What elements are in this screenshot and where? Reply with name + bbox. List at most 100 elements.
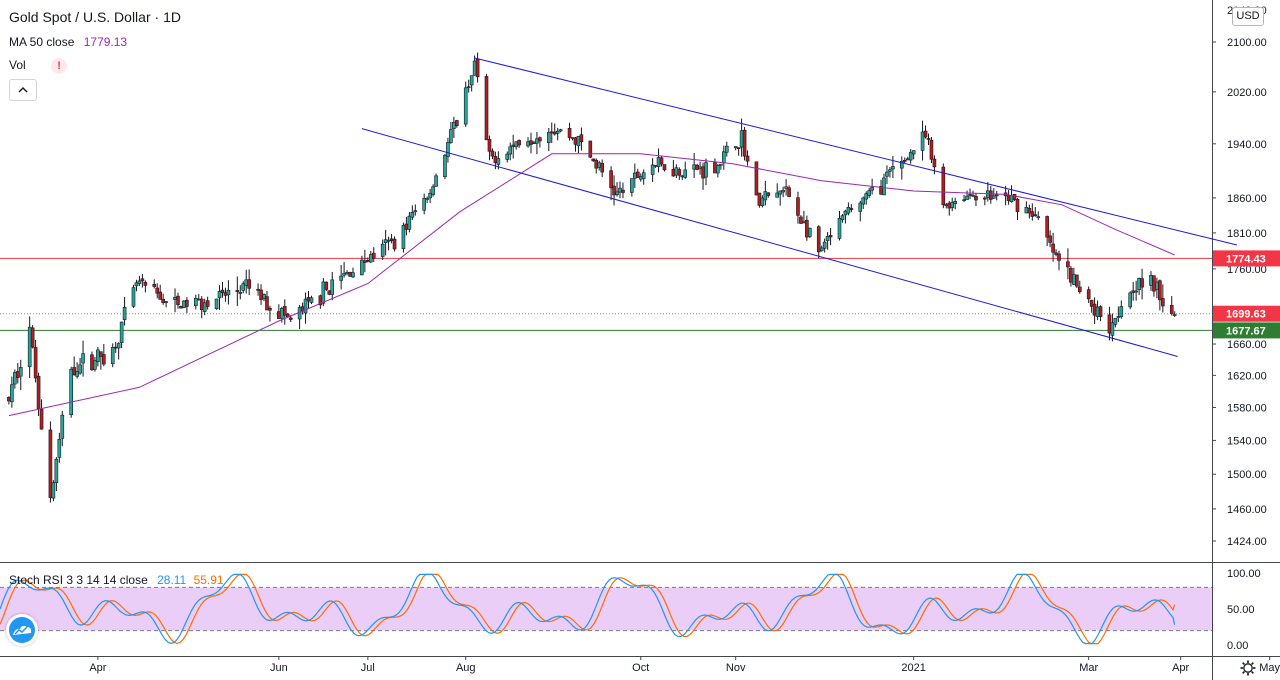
candle-body[interactable] <box>1033 214 1038 216</box>
candle-body[interactable] <box>10 384 14 403</box>
candle-body[interactable] <box>309 297 314 303</box>
candle-body[interactable] <box>1066 261 1070 268</box>
candle-body[interactable] <box>57 439 62 458</box>
candle-body[interactable] <box>532 142 536 144</box>
candle-body[interactable] <box>51 482 56 499</box>
candle-body[interactable] <box>983 197 987 200</box>
candle-body[interactable] <box>659 157 664 165</box>
candle-body[interactable] <box>1075 274 1079 287</box>
candle-body[interactable] <box>1158 280 1162 301</box>
candle-body[interactable] <box>594 159 599 169</box>
candle-body[interactable] <box>612 185 616 196</box>
candle-body[interactable] <box>472 60 477 76</box>
candle-body[interactable] <box>297 307 302 320</box>
candle-body[interactable] <box>1113 318 1118 325</box>
candle-body[interactable] <box>867 190 871 196</box>
candle-body[interactable] <box>158 291 162 300</box>
candle-body[interactable] <box>425 198 429 200</box>
candle-body[interactable] <box>463 87 468 125</box>
candle-body[interactable] <box>247 279 251 289</box>
candle-body[interactable] <box>899 161 904 169</box>
candle-body[interactable] <box>680 175 685 178</box>
candle-body[interactable] <box>662 164 667 171</box>
candle-body[interactable] <box>1030 211 1035 217</box>
candle-body[interactable] <box>306 297 311 302</box>
candle-body[interactable] <box>1069 267 1073 283</box>
candle-body[interactable] <box>288 317 293 320</box>
candle-body[interactable] <box>905 158 910 161</box>
candle-body[interactable] <box>653 165 658 167</box>
candle-body[interactable] <box>1140 278 1144 288</box>
candle-body[interactable] <box>760 197 765 206</box>
candle-body[interactable] <box>345 272 349 274</box>
candle-body[interactable] <box>549 131 554 134</box>
candle-body[interactable] <box>555 130 560 134</box>
candle-body[interactable] <box>514 141 518 148</box>
candle-body[interactable] <box>950 201 955 209</box>
candle-body[interactable] <box>214 298 219 310</box>
candle-body[interactable] <box>766 192 771 196</box>
candle-body[interactable] <box>366 260 370 262</box>
candle-body[interactable] <box>1024 206 1029 214</box>
candle-body[interactable] <box>443 154 447 178</box>
candle-body[interactable] <box>929 139 934 160</box>
candle-body[interactable] <box>1089 299 1094 307</box>
candle-body[interactable] <box>888 169 892 172</box>
candle-body[interactable] <box>861 197 866 205</box>
candle-body[interactable] <box>570 137 575 139</box>
candle-body[interactable] <box>600 162 604 173</box>
candle-body[interactable] <box>650 164 655 175</box>
candle-body[interactable] <box>39 408 44 430</box>
candle-body[interactable] <box>822 241 827 249</box>
candle-body[interactable] <box>238 292 243 294</box>
candle-body[interactable] <box>173 296 177 300</box>
candle-body[interactable] <box>1048 235 1052 243</box>
candle-body[interactable] <box>380 243 385 257</box>
candle-body[interactable] <box>422 197 426 211</box>
candle-body[interactable] <box>719 163 723 166</box>
candle-body[interactable] <box>742 129 747 157</box>
candle-body[interactable] <box>244 279 249 286</box>
candle-body[interactable] <box>579 134 584 142</box>
candle-body[interactable] <box>819 247 824 252</box>
candle-body[interactable] <box>193 297 198 306</box>
candle-body[interactable] <box>558 129 563 132</box>
candle-body[interactable] <box>351 272 355 278</box>
candle-body[interactable] <box>54 458 59 483</box>
trend-channel-line[interactable] <box>474 57 1238 246</box>
candle-body[interactable] <box>991 195 996 199</box>
candle-body[interactable] <box>805 219 809 238</box>
candle-body[interactable] <box>202 302 207 312</box>
candle-body[interactable] <box>475 58 480 78</box>
candle-body[interactable] <box>78 364 82 374</box>
candle-body[interactable] <box>407 215 412 230</box>
candle-body[interactable] <box>677 169 682 176</box>
candle-body[interactable] <box>781 189 785 193</box>
settings-button[interactable] <box>1238 658 1258 678</box>
candle-body[interactable] <box>256 289 260 291</box>
candle-body[interactable] <box>401 225 406 249</box>
candle-body[interactable] <box>778 190 782 195</box>
candle-body[interactable] <box>466 86 471 88</box>
trend-channel-line[interactable] <box>361 128 1178 357</box>
candle-body[interactable] <box>235 290 240 292</box>
candle-body[interactable] <box>1057 253 1061 261</box>
candle-body[interactable] <box>223 292 228 296</box>
candle-body[interactable] <box>674 167 679 176</box>
candle-body[interactable] <box>330 279 335 295</box>
candle-body[interactable] <box>217 291 222 299</box>
candle-body[interactable] <box>739 130 744 148</box>
candle-body[interactable] <box>947 202 952 209</box>
candle-body[interactable] <box>369 254 373 263</box>
candle-body[interactable] <box>48 429 53 498</box>
candle-body[interactable] <box>102 354 106 365</box>
candle-body[interactable] <box>404 223 409 230</box>
candle-body[interactable] <box>282 306 287 316</box>
candle-body[interactable] <box>134 282 139 287</box>
candle-body[interactable] <box>971 194 975 197</box>
candle-body[interactable] <box>371 252 376 259</box>
candle-body[interactable] <box>799 216 803 224</box>
candle-body[interactable] <box>259 289 263 300</box>
candle-body[interactable] <box>597 162 602 168</box>
candle-body[interactable] <box>704 162 708 178</box>
